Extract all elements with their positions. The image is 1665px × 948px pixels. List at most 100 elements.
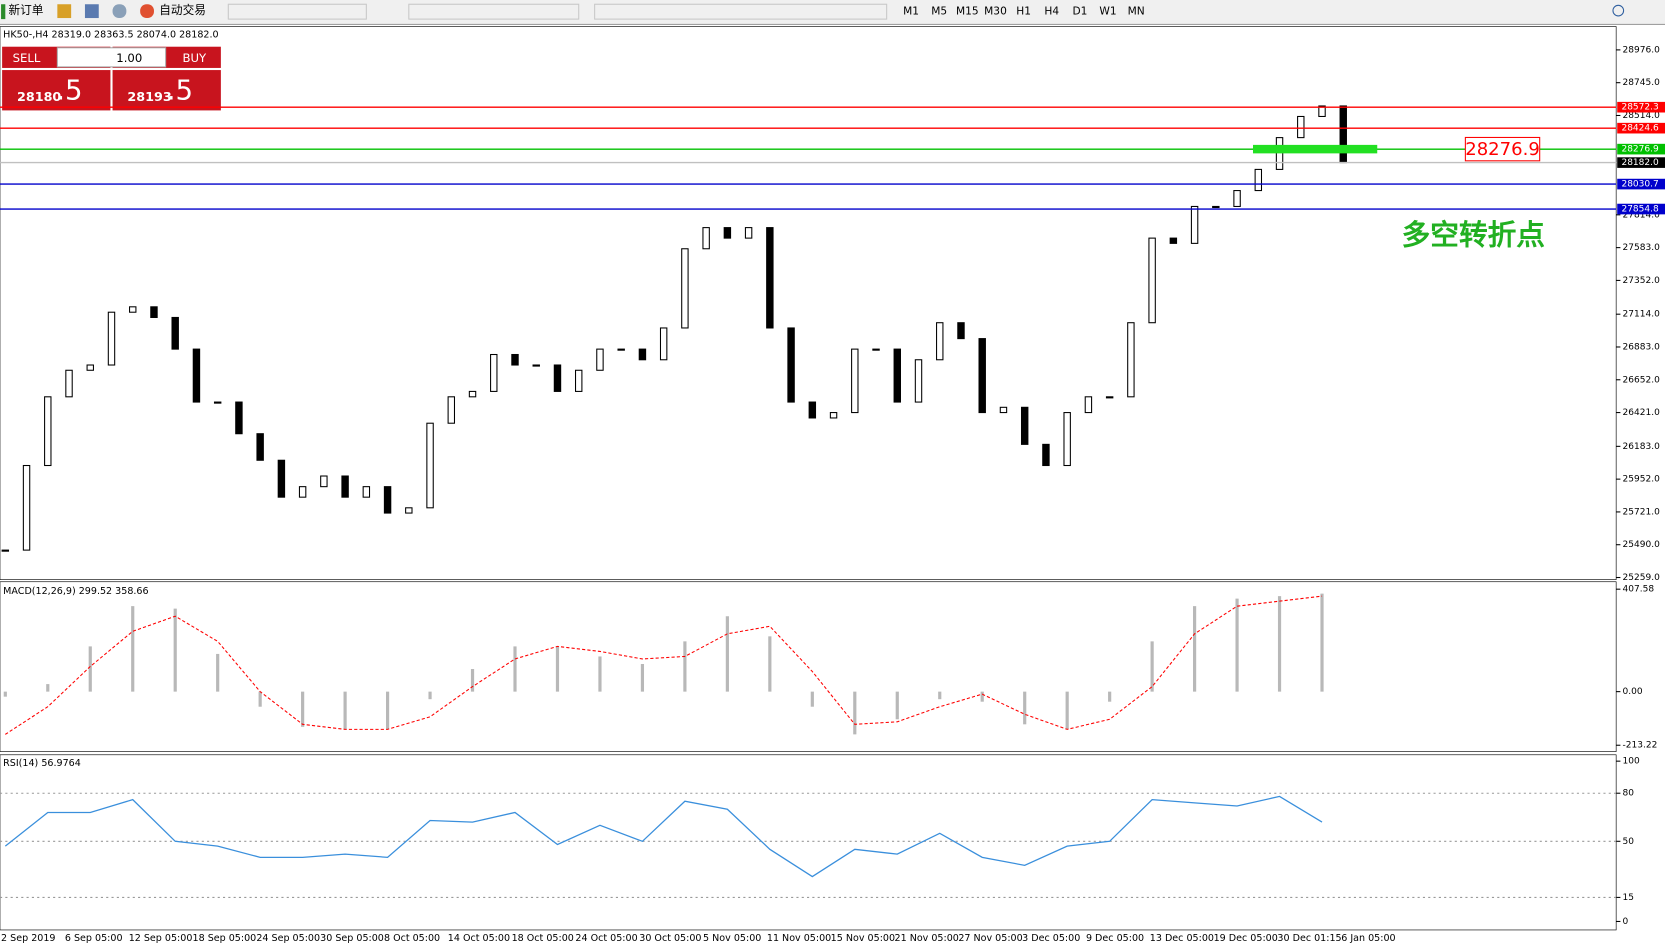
candle [1084, 396, 1093, 414]
candle [1105, 396, 1114, 399]
timeframe-button[interactable]: W1 [1099, 5, 1116, 18]
lot-value[interactable]: 1.00 [116, 51, 142, 65]
auto-trading-icon[interactable] [140, 4, 154, 19]
candle [702, 227, 710, 250]
candle [1, 549, 10, 552]
price-level-tag [1617, 203, 1665, 215]
candle [129, 306, 137, 313]
candle [405, 507, 413, 514]
timeframe-button[interactable]: M30 [984, 5, 1007, 18]
candle [383, 486, 392, 514]
x-tick-label: 30 Sep 05:00 [320, 933, 384, 944]
chart-tools[interactable] [227, 3, 367, 20]
x-tick-label: 2 Sep 2019 [1, 933, 55, 944]
candle [596, 348, 604, 371]
y-tick-label: 26652.0 [1623, 375, 1661, 385]
drawing-tools[interactable] [594, 3, 888, 20]
x-tick-label: 14 Oct 05:00 [448, 933, 510, 944]
price-level-tag [1617, 178, 1665, 190]
chart-tools[interactable] [408, 3, 580, 20]
candle [893, 348, 901, 403]
candle [86, 364, 94, 371]
y-tick-label: 25259.0 [1623, 573, 1661, 583]
timeframe-button[interactable]: M5 [931, 5, 947, 18]
candle [936, 322, 944, 361]
candle [426, 422, 434, 509]
sell-price[interactable] [2, 70, 111, 111]
y-tick-label: 50 [1623, 837, 1635, 847]
price-level-tag [1617, 157, 1665, 168]
price-level-label: 28572.3 [1621, 103, 1659, 113]
buy-price[interactable] [112, 70, 221, 111]
price-level-tag [1617, 143, 1665, 155]
y-tick-label: 100 [1623, 757, 1640, 767]
timeframe-button[interactable]: M15 [956, 5, 979, 18]
candle [1233, 190, 1241, 207]
x-tick-label: 3 Dec 05:00 [1022, 933, 1080, 944]
candle [65, 369, 73, 398]
x-tick-label: 27 Nov 05:00 [958, 933, 1022, 944]
lot-input[interactable] [56, 47, 167, 68]
indicator-label: RSI(14) 56.9764 [3, 758, 81, 769]
timeframe-button[interactable]: M1 [903, 5, 919, 18]
timeframe-button[interactable]: H1 [1016, 5, 1031, 18]
x-tick-label: 5 Nov 05:00 [703, 933, 761, 944]
y-tick-label: 26183.0 [1623, 442, 1661, 452]
sell-price-main: 28180 [17, 90, 61, 105]
candle [681, 248, 689, 329]
indicator-label: MACD(12,26,9) 299.52 358.66 [3, 586, 148, 597]
candle [659, 327, 668, 361]
price-box [1464, 136, 1541, 162]
price-level-label: 28276.9 [1621, 145, 1659, 155]
x-tick-label: 8 Oct 05:00 [384, 933, 440, 944]
candle [1042, 443, 1050, 467]
toolbar-icon[interactable] [112, 4, 127, 19]
candle [1169, 237, 1178, 244]
sell-label[interactable]: SELL [13, 51, 41, 65]
toolbar-icon[interactable] [57, 4, 72, 19]
candle [447, 396, 456, 424]
candle [532, 364, 540, 367]
candle [362, 486, 371, 498]
candle [766, 227, 774, 329]
y-tick-label: -213.22 [1623, 741, 1658, 751]
candle [1190, 205, 1199, 244]
x-tick-label: 24 Sep 05:00 [256, 933, 320, 944]
timeframe-button[interactable]: H4 [1044, 5, 1059, 18]
timeframe-button[interactable]: D1 [1072, 5, 1087, 18]
signal-line [5, 595, 1323, 735]
candle [277, 459, 286, 498]
trade-panel: SELL 1.00 BUY 28180 .5 28193 .5 [2, 46, 221, 111]
auto-trading-button[interactable]: 自动交易 [159, 3, 206, 17]
candle [213, 401, 222, 404]
note: 多空转折点 [1402, 218, 1545, 252]
buy-label[interactable]: BUY [182, 51, 207, 65]
x-tick-label: 18 Oct 05:00 [512, 933, 574, 944]
chart-header: HK50-,H4 28319.0 28363.5 28074.0 28182.0 [3, 30, 218, 41]
rsi-pane [0, 754, 1617, 931]
y-tick-label: 407.58 [1623, 585, 1655, 595]
new-order-icon[interactable] [1, 4, 6, 20]
y-tick-label: 15 [1623, 893, 1634, 903]
sell-price-frac: .5 [56, 73, 82, 106]
y-tick-label: 25952.0 [1623, 475, 1661, 485]
toolbar-icon[interactable] [84, 4, 99, 19]
candle [553, 364, 562, 392]
candle [256, 433, 264, 461]
candle [723, 227, 732, 239]
search-icon[interactable] [1612, 4, 1625, 17]
candle [999, 406, 1008, 414]
price-level-label: 27854.8 [1621, 205, 1659, 215]
toolbar [0, 0, 1665, 25]
candle [44, 396, 52, 467]
candle [1127, 322, 1135, 398]
candle [298, 486, 307, 498]
timeframe-button[interactable]: MN [1128, 5, 1145, 18]
x-tick-label: 6 Sep 05:00 [65, 933, 123, 944]
candle [829, 412, 838, 419]
price-level-tag [1617, 101, 1665, 113]
new-order-button[interactable]: 新订单 [8, 3, 43, 17]
price-level-tag [1617, 122, 1665, 134]
candle [1254, 168, 1263, 192]
